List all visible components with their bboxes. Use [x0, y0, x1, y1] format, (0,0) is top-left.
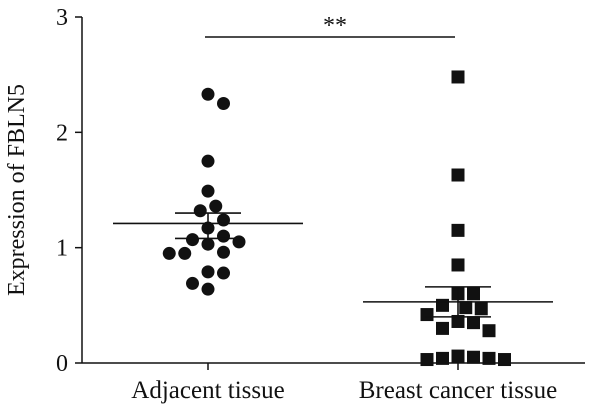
data-point-square	[459, 301, 473, 315]
data-point-square	[420, 353, 434, 367]
y-tick-label: 3	[56, 5, 68, 31]
data-point-circle	[209, 199, 223, 213]
data-point-square	[482, 351, 496, 365]
data-point-circle	[186, 276, 199, 290]
data-point-circle	[232, 235, 246, 249]
data-point-circle	[201, 282, 215, 296]
data-point-circle	[217, 245, 230, 259]
data-point-circle	[217, 266, 230, 280]
category-label-cancer: Breast cancer tissue	[359, 377, 558, 404]
data-point-square	[474, 302, 488, 316]
data-point-circle	[193, 204, 207, 218]
y-ticks: 0 1 2 3	[56, 5, 82, 377]
data-point-circle	[201, 237, 215, 251]
significance-label: **	[323, 13, 347, 39]
data-point-circle	[186, 233, 199, 247]
data-point-square	[451, 168, 465, 182]
data-point-square	[451, 314, 465, 328]
data-point-circle	[217, 97, 230, 110]
data-point-circle	[201, 265, 215, 279]
data-point-square	[467, 316, 480, 330]
data-point-square	[467, 350, 480, 364]
data-point-square	[436, 298, 449, 312]
category-label-adjacent: Adjacent tissue	[131, 377, 284, 404]
data-point-square	[436, 321, 449, 335]
data-point-square	[467, 287, 480, 301]
data-point-square	[482, 324, 496, 338]
data-point-circle	[217, 213, 230, 227]
data-point-circle	[201, 154, 215, 168]
data-point-circle	[201, 87, 215, 101]
y-tick-label: 0	[56, 351, 68, 377]
mean-sem-bars	[113, 212, 553, 318]
y-tick-label: 2	[56, 120, 68, 146]
data-point-square	[498, 353, 511, 367]
data-point-square	[451, 70, 465, 84]
data-point-square	[451, 258, 465, 272]
data-marks	[162, 70, 511, 367]
data-point-square	[436, 351, 449, 365]
data-point-square	[420, 308, 434, 322]
data-point-square	[451, 223, 465, 237]
significance-annotation: **	[205, 13, 455, 39]
y-tick-label: 1	[56, 236, 68, 262]
data-point-circle	[217, 229, 230, 243]
data-point-circle	[201, 184, 215, 198]
data-point-circle	[178, 246, 192, 260]
y-axis-label: Expression of FBLN5	[4, 84, 30, 296]
data-point-square	[451, 349, 465, 363]
axes	[81, 17, 585, 370]
data-point-circle	[162, 246, 176, 260]
